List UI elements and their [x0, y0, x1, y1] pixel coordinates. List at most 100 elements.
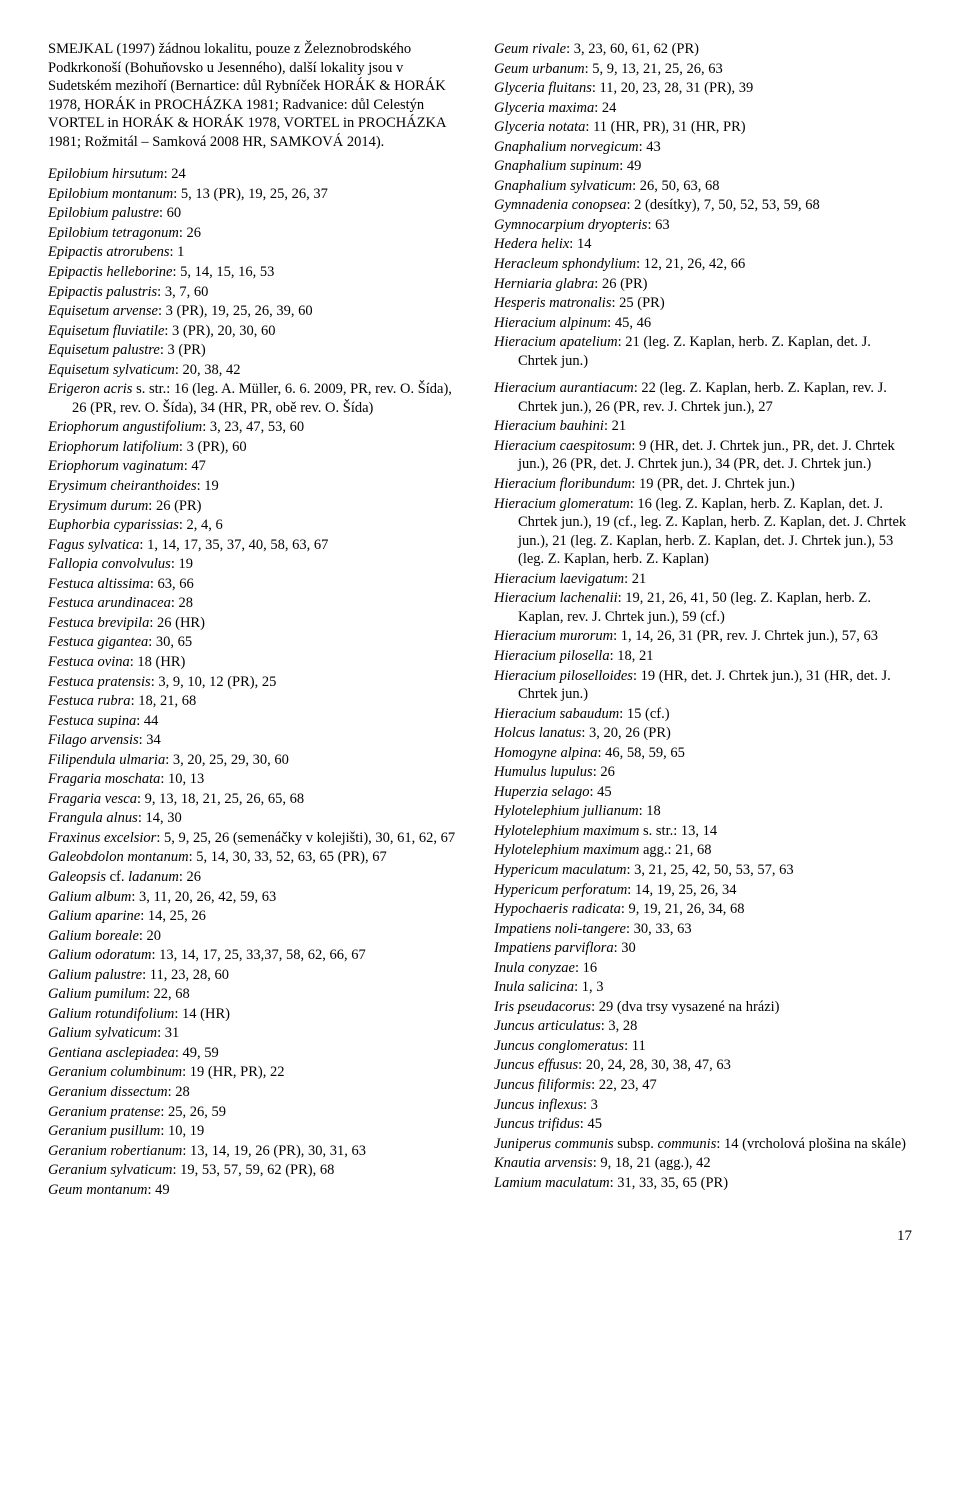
species-entry: Festuca brevipila: 26 (HR): [48, 614, 466, 633]
species-entry: Impatiens parviflora: 30: [494, 939, 912, 958]
species-entry: Festuca ovina: 18 (HR): [48, 653, 466, 672]
species-entry: Juncus filiformis: 22, 23, 47: [494, 1076, 912, 1095]
species-entry: Festuca pratensis: 3, 9, 10, 12 (PR), 25: [48, 673, 466, 692]
species-entry: Galium boreale: 20: [48, 927, 466, 946]
species-entry: Festuca arundinacea: 28: [48, 594, 466, 613]
species-entry: Heracleum sphondylium: 12, 21, 26, 42, 6…: [494, 255, 912, 274]
species-entry: Fragaria vesca: 9, 13, 18, 21, 25, 26, 6…: [48, 790, 466, 809]
species-entry: Fraxinus excelsior: 5, 9, 25, 26 (semená…: [48, 829, 466, 848]
species-entry: Hieracium murorum: 1, 14, 26, 31 (PR, re…: [494, 627, 912, 646]
species-entry: Festuca rubra: 18, 21, 68: [48, 692, 466, 711]
species-entry: Hieracium caespitosum: 9 (HR, det. J. Ch…: [494, 437, 912, 474]
species-entry: Geum urbanum: 5, 9, 13, 21, 25, 26, 63: [494, 60, 912, 79]
species-entry: Euphorbia cyparissias: 2, 4, 6: [48, 516, 466, 535]
species-entry: Epilobium hirsutum: 24: [48, 165, 466, 184]
species-entry: Hieracium floribundum: 19 (PR, det. J. C…: [494, 475, 912, 494]
species-entry: Fragaria moschata: 10, 13: [48, 770, 466, 789]
species-entry: Geranium sylvaticum: 19, 53, 57, 59, 62 …: [48, 1161, 466, 1180]
species-entry: Hypericum perforatum: 14, 19, 25, 26, 34: [494, 881, 912, 900]
species-entry: Epilobium tetragonum: 26: [48, 224, 466, 243]
species-entry: Erysimum durum: 26 (PR): [48, 497, 466, 516]
species-entry: Juniperus communis subsp. communis: 14 (…: [494, 1135, 912, 1154]
species-entry: Galium rotundifolium: 14 (HR): [48, 1005, 466, 1024]
species-entry: Hieracium aurantiacum: 22 (leg. Z. Kapla…: [494, 379, 912, 416]
species-entry: Gnaphalium sylvaticum: 26, 50, 63, 68: [494, 177, 912, 196]
species-entry: Equisetum arvense: 3 (PR), 19, 25, 26, 3…: [48, 302, 466, 321]
species-entry: Galium pumilum: 22, 68: [48, 985, 466, 1004]
species-entry: Glyceria maxima: 24: [494, 99, 912, 118]
species-entry: Hypochaeris radicata: 9, 19, 21, 26, 34,…: [494, 900, 912, 919]
species-entry: Juncus effusus: 20, 24, 28, 30, 38, 47, …: [494, 1056, 912, 1075]
species-entry: Fallopia convolvulus: 19: [48, 555, 466, 574]
species-entry: Fagus sylvatica: 1, 14, 17, 35, 37, 40, …: [48, 536, 466, 555]
species-entry: Geum rivale: 3, 23, 60, 61, 62 (PR): [494, 40, 912, 59]
species-entry: Galium aparine: 14, 25, 26: [48, 907, 466, 926]
species-entry: Hieracium piloselloides: 19 (HR, det. J.…: [494, 667, 912, 704]
species-entry: Juncus inflexus: 3: [494, 1096, 912, 1115]
species-entry: Erigeron acris s. str.: 16 (leg. A. Müll…: [48, 380, 466, 417]
species-entry: Geranium robertianum: 13, 14, 19, 26 (PR…: [48, 1142, 466, 1161]
species-entry: Hieracium pilosella: 18, 21: [494, 647, 912, 666]
species-entry: Galium album: 3, 11, 20, 26, 42, 59, 63: [48, 888, 466, 907]
species-entry: Equisetum palustre: 3 (PR): [48, 341, 466, 360]
species-entry: Galeobdolon montanum: 5, 14, 30, 33, 52,…: [48, 848, 466, 867]
species-entry: Galeopsis cf. ladanum: 26: [48, 868, 466, 887]
species-entry: Galium odoratum: 13, 14, 17, 25, 33,37, …: [48, 946, 466, 965]
intro-paragraph: SMEJKAL (1997) žádnou lokalitu, pouze z …: [48, 40, 466, 151]
species-entry: Gnaphalium supinum: 49: [494, 157, 912, 176]
species-entry: Hylotelephium maximum s. str.: 13, 14: [494, 822, 912, 841]
species-entry: Knautia arvensis: 9, 18, 21 (agg.), 42: [494, 1154, 912, 1173]
species-entry: Galium sylvaticum: 31: [48, 1024, 466, 1043]
species-entry: Geranium pratense: 25, 26, 59: [48, 1103, 466, 1122]
species-entry: Gnaphalium norvegicum: 43: [494, 138, 912, 157]
species-entry: Epilobium palustre: 60: [48, 204, 466, 223]
species-entry: Epipactis helleborine: 5, 14, 15, 16, 53: [48, 263, 466, 282]
species-entry: Festuca supina: 44: [48, 712, 466, 731]
species-entry: Geranium columbinum: 19 (HR, PR), 22: [48, 1063, 466, 1082]
species-entry: Eriophorum angustifolium: 3, 23, 47, 53,…: [48, 418, 466, 437]
species-entry: Gymnocarpium dryopteris: 63: [494, 216, 912, 235]
species-entry: Galium palustre: 11, 23, 28, 60: [48, 966, 466, 985]
species-entry: Juncus trifidus: 45: [494, 1115, 912, 1134]
species-entry: Geum montanum: 49: [48, 1181, 466, 1200]
species-entry: Equisetum fluviatile: 3 (PR), 20, 30, 60: [48, 322, 466, 341]
species-entry: Inula salicina: 1, 3: [494, 978, 912, 997]
species-entry: Geranium pusillum: 10, 19: [48, 1122, 466, 1141]
species-entry: Herniaria glabra: 26 (PR): [494, 275, 912, 294]
species-entry: Hylotelephium maximum agg.: 21, 68: [494, 841, 912, 860]
species-entry: Humulus lupulus: 26: [494, 763, 912, 782]
species-entry: Juncus articulatus: 3, 28: [494, 1017, 912, 1036]
species-entry: Filago arvensis: 34: [48, 731, 466, 750]
species-list: Epilobium hirsutum: 24Epilobium montanum…: [48, 40, 912, 1199]
species-entry: Hieracium laevigatum: 21: [494, 570, 912, 589]
species-entry: Epilobium montanum: 5, 13 (PR), 19, 25, …: [48, 185, 466, 204]
species-entry: Eriophorum vaginatum: 47: [48, 457, 466, 476]
species-entry: Epipactis palustris: 3, 7, 60: [48, 283, 466, 302]
species-entry: Holcus lanatus: 3, 20, 26 (PR): [494, 724, 912, 743]
species-entry: Lamium maculatum: 31, 33, 35, 65 (PR): [494, 1174, 912, 1193]
species-entry: Juncus conglomeratus: 11: [494, 1037, 912, 1056]
species-entry: Inula conyzae: 16: [494, 959, 912, 978]
species-entry: Glyceria notata: 11 (HR, PR), 31 (HR, PR…: [494, 118, 912, 137]
species-entry: Hieracium glomeratum: 16 (leg. Z. Kaplan…: [494, 495, 912, 569]
species-entry: Festuca altissima: 63, 66: [48, 575, 466, 594]
species-entry: Erysimum cheiranthoides: 19: [48, 477, 466, 496]
species-entry: Festuca gigantea: 30, 65: [48, 633, 466, 652]
species-entry: Frangula alnus: 14, 30: [48, 809, 466, 828]
species-entry: Geranium dissectum: 28: [48, 1083, 466, 1102]
page-number: 17: [48, 1227, 912, 1246]
species-entry: Huperzia selago: 45: [494, 783, 912, 802]
species-entry: Hieracium sabaudum: 15 (cf.): [494, 705, 912, 724]
species-entry: Hieracium lachenalii: 19, 21, 26, 41, 50…: [494, 589, 912, 626]
species-entry: Gymnadenia conopsea: 2 (desítky), 7, 50,…: [494, 196, 912, 215]
species-entry: Hylotelephium jullianum: 18: [494, 802, 912, 821]
species-entry: Equisetum sylvaticum: 20, 38, 42: [48, 361, 466, 380]
species-entry: Glyceria fluitans: 11, 20, 23, 28, 31 (P…: [494, 79, 912, 98]
species-entry: Hieracium apatelium: 21 (leg. Z. Kaplan,…: [494, 333, 912, 370]
species-entry: Hedera helix: 14: [494, 235, 912, 254]
species-entry: Iris pseudacorus: 29 (dva trsy vysazené …: [494, 998, 912, 1017]
species-entry: Impatiens noli-tangere: 30, 33, 63: [494, 920, 912, 939]
species-entry: Hesperis matronalis: 25 (PR): [494, 294, 912, 313]
species-entry: Filipendula ulmaria: 3, 20, 25, 29, 30, …: [48, 751, 466, 770]
species-entry: Epipactis atrorubens: 1: [48, 243, 466, 262]
